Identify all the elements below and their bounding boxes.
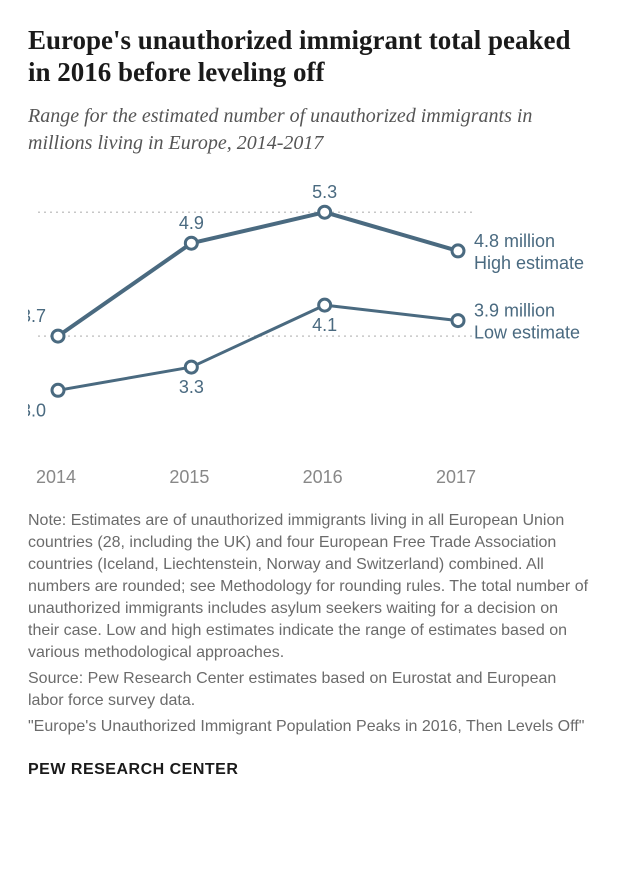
chart-svg: 3.7 4.9 5.3 4.8 millionHigh estimate 3.0 3.3 4… [28,179,588,439]
x-axis-label: 2016 [303,467,343,488]
x-axis-label: 2015 [169,467,209,488]
point-label: 3.3 [179,377,204,397]
point-label: 3.0 [28,400,46,420]
footer-attribution: PEW RESEARCH CENTER [28,761,592,779]
series-end-value: 4.8 million [474,231,555,251]
data-point [452,245,464,257]
data-point [185,361,197,373]
point-label: 4.1 [312,315,337,335]
series-end-name: High estimate [474,253,584,273]
data-point [319,206,331,218]
line-chart: 3.7 4.9 5.3 4.8 millionHigh estimate 3.0 3.3 4… [28,179,588,459]
point-label: 4.9 [179,213,204,233]
high-estimate-line [58,212,458,336]
x-axis: 2014 2015 2016 2017 [36,467,476,488]
point-label: 5.3 [312,182,337,202]
quote-text: "Europe's Unauthorized Immigrant Populat… [28,716,592,738]
data-point [52,330,64,342]
source-text: Source: Pew Research Center estimates ba… [28,668,592,712]
x-axis-label: 2014 [36,467,76,488]
note-text: Note: Estimates are of unauthorized immi… [28,510,592,665]
data-point [52,384,64,396]
point-label: 3.7 [28,306,46,326]
chart-subtitle: Range for the estimated number of unauth… [28,103,592,157]
data-point [452,314,464,326]
series-end-value: 3.9 million [474,300,555,320]
data-point [319,299,331,311]
x-axis-label: 2017 [436,467,476,488]
data-point [185,237,197,249]
series-end-name: Low estimate [474,322,580,342]
low-estimate-line [58,305,458,390]
chart-title: Europe's unauthorized immigrant total pe… [28,24,592,89]
